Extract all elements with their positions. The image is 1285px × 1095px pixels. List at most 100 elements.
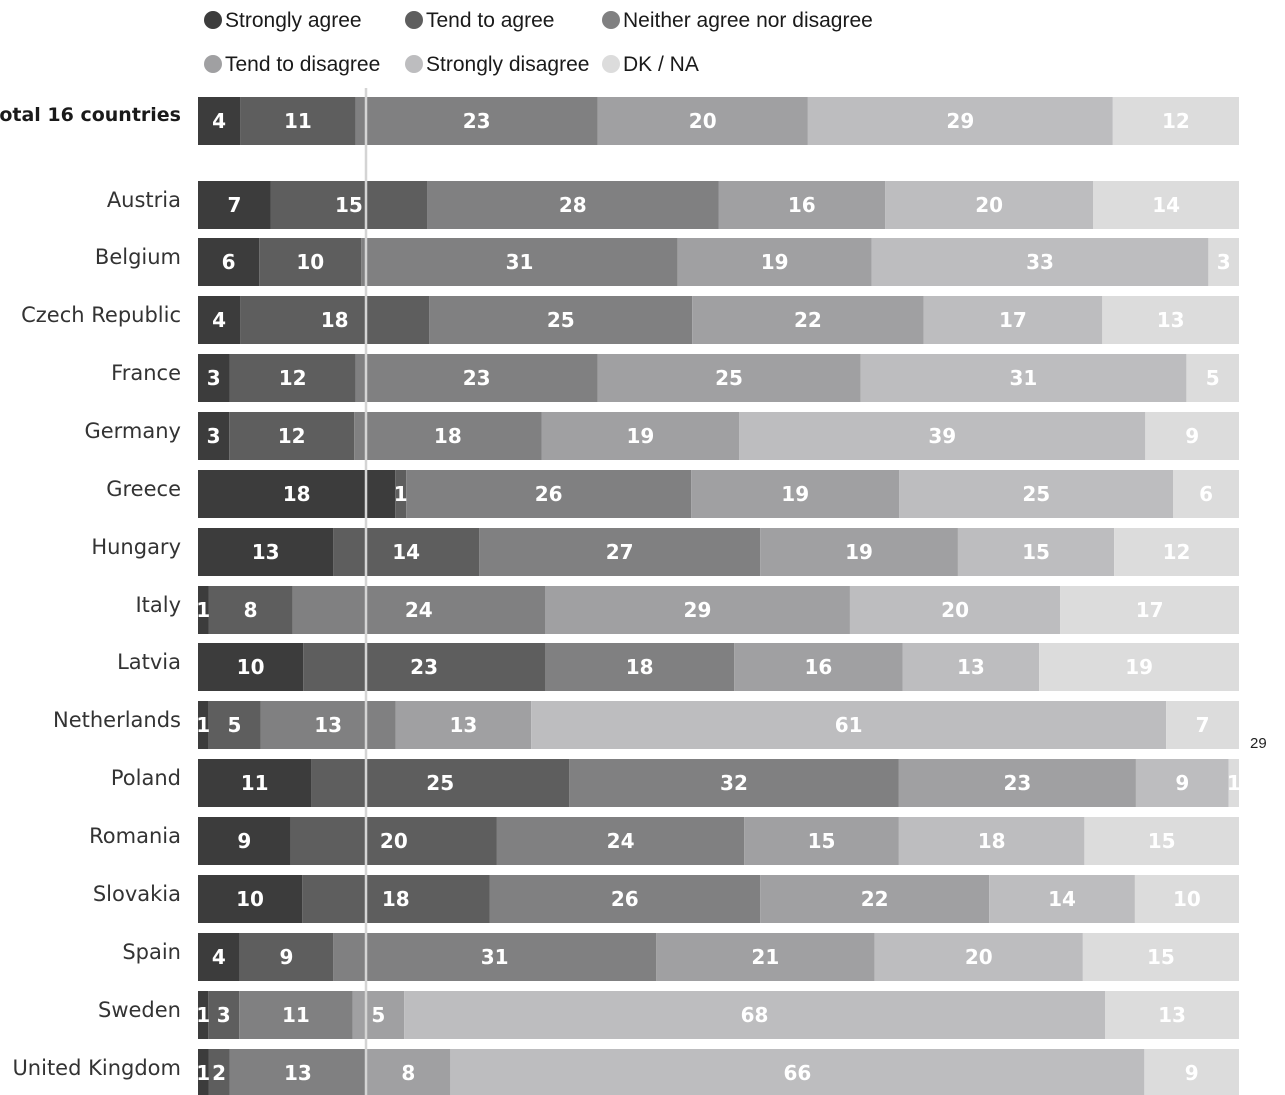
- data-label: 9: [280, 945, 294, 969]
- bar-row-france: 3 12 23 25 31 5: [198, 354, 1239, 402]
- bar-segment-strongly-disagree: [860, 354, 1187, 402]
- bar-segment-neither-agree-nor-disagree: [292, 586, 545, 634]
- legend-label: Strongly disagree: [426, 53, 589, 76]
- page-number: 29: [1250, 735, 1267, 752]
- bar-segment-tend-to-agree: [302, 875, 490, 923]
- data-label: 10: [296, 250, 324, 274]
- bar-segment-strongly-agree: [198, 586, 209, 634]
- data-label: 15: [808, 829, 836, 853]
- bar-segment-dk-na: [1186, 354, 1239, 402]
- data-label: 25: [426, 771, 454, 795]
- data-label: 23: [1003, 771, 1031, 795]
- legend-label: Tend to disagree: [225, 53, 380, 76]
- legend-label: Neither agree nor disagree: [623, 9, 873, 32]
- category-label: United Kingdom: [12, 1056, 181, 1080]
- data-label: 21: [751, 945, 779, 969]
- bar-segment-dk-na: [1173, 470, 1239, 518]
- bar-segment-tend-to-agree: [290, 817, 497, 865]
- bar-segment-dk-na: [1060, 586, 1239, 634]
- data-label: 13: [450, 713, 478, 737]
- data-label: 8: [244, 598, 258, 622]
- bar-row-total-16-countries: 4 11 23 20 29 12: [198, 97, 1239, 145]
- bar-segment-tend-to-disagree: [692, 296, 924, 344]
- data-label: 1: [394, 482, 408, 506]
- data-label: 3: [1217, 250, 1231, 274]
- bar-segment-tend-to-disagree: [545, 586, 850, 634]
- data-label: 20: [689, 109, 717, 133]
- data-label: 19: [626, 424, 654, 448]
- bar-segment-strongly-disagree: [898, 817, 1085, 865]
- bar-segment-tend-to-agree: [333, 528, 480, 576]
- data-label: 7: [227, 193, 241, 217]
- bar-segment-strongly-disagree: [849, 586, 1061, 634]
- data-label: 18: [321, 308, 349, 332]
- legend-label: DK / NA: [623, 53, 699, 76]
- bar-segment-tend-to-disagree: [691, 470, 900, 518]
- data-label: 3: [207, 366, 221, 390]
- data-label: 27: [606, 540, 634, 564]
- data-label: 68: [741, 1003, 769, 1027]
- data-label: 12: [1162, 109, 1190, 133]
- bar-segment-tend-to-agree: [208, 991, 240, 1039]
- data-label: 1: [196, 713, 210, 737]
- bar-segment-tend-to-disagree: [352, 991, 405, 1039]
- category-label: Czech Republic: [21, 303, 181, 327]
- data-label: 26: [535, 482, 563, 506]
- data-label: 18: [978, 829, 1006, 853]
- data-label: 24: [607, 829, 635, 853]
- data-label: 14: [1048, 887, 1076, 911]
- bar-row-sweden: 1 3 11 5 68 13: [196, 991, 1239, 1039]
- legend-swatch: [405, 55, 423, 73]
- data-label: 23: [410, 655, 438, 679]
- bar-row-slovakia: 10 18 26 22 14 10: [198, 875, 1239, 923]
- data-label: 9: [1185, 1061, 1199, 1085]
- data-label: 16: [788, 193, 816, 217]
- bar-segment-neither-agree-nor-disagree: [229, 1049, 367, 1095]
- bar-segment-tend-to-disagree: [597, 97, 808, 145]
- data-label: 15: [1148, 829, 1176, 853]
- data-label: 31: [1010, 366, 1038, 390]
- bar-segment-strongly-agree: [198, 181, 271, 229]
- bar-segment-strongly-disagree: [902, 643, 1040, 691]
- data-label: 20: [965, 945, 993, 969]
- data-label: 14: [1152, 193, 1180, 217]
- bar-segment-strongly-disagree: [871, 238, 1209, 286]
- data-label: 3: [217, 1003, 231, 1027]
- category-label: total 16 countries: [0, 104, 181, 126]
- bar-segment-tend-to-disagree: [760, 875, 990, 923]
- data-label: 11: [282, 1003, 310, 1027]
- data-label: 32: [720, 771, 748, 795]
- bar-segment-tend-to-agree: [208, 701, 261, 749]
- bar-row-czech-republic: 4 18 25 22 17 13: [198, 296, 1239, 344]
- bar-segment-strongly-agree: [198, 354, 230, 402]
- data-label: 20: [380, 829, 408, 853]
- bar-segment-neither-agree-nor-disagree: [260, 701, 396, 749]
- data-label: 29: [946, 109, 974, 133]
- data-label: 17: [999, 308, 1027, 332]
- bar-row-latvia: 10 23 18 16 13 19: [198, 643, 1239, 691]
- data-label: 4: [212, 945, 226, 969]
- data-label: 28: [559, 193, 587, 217]
- bar-segment-strongly-agree: [198, 470, 396, 518]
- bar-segment-strongly-disagree: [1135, 759, 1229, 807]
- bar-segment-tend-to-disagree: [597, 354, 861, 402]
- data-label: 5: [227, 713, 241, 737]
- legend-item-tend-to-disagree: Tend to disagree: [204, 53, 380, 76]
- bar-segment-tend-to-agree: [208, 586, 293, 634]
- bar-segment-strongly-agree: [198, 412, 230, 460]
- bar-segment-tend-to-disagree: [898, 759, 1136, 807]
- data-label: 66: [783, 1061, 811, 1085]
- data-label: 39: [928, 424, 956, 448]
- data-label: 9: [237, 829, 251, 853]
- bar-segment-neither-agree-nor-disagree: [239, 991, 353, 1039]
- bar-row-spain: 4 9 31 21 20 15: [198, 933, 1239, 981]
- legend-swatch: [204, 55, 222, 73]
- bar-segment-tend-to-disagree: [760, 528, 958, 576]
- data-label: 24: [405, 598, 433, 622]
- data-label: 4: [212, 308, 226, 332]
- bar-segment-tend-to-disagree: [718, 181, 886, 229]
- data-label: 13: [1157, 308, 1185, 332]
- data-label: 7: [1196, 713, 1210, 737]
- data-label: 33: [1026, 250, 1054, 274]
